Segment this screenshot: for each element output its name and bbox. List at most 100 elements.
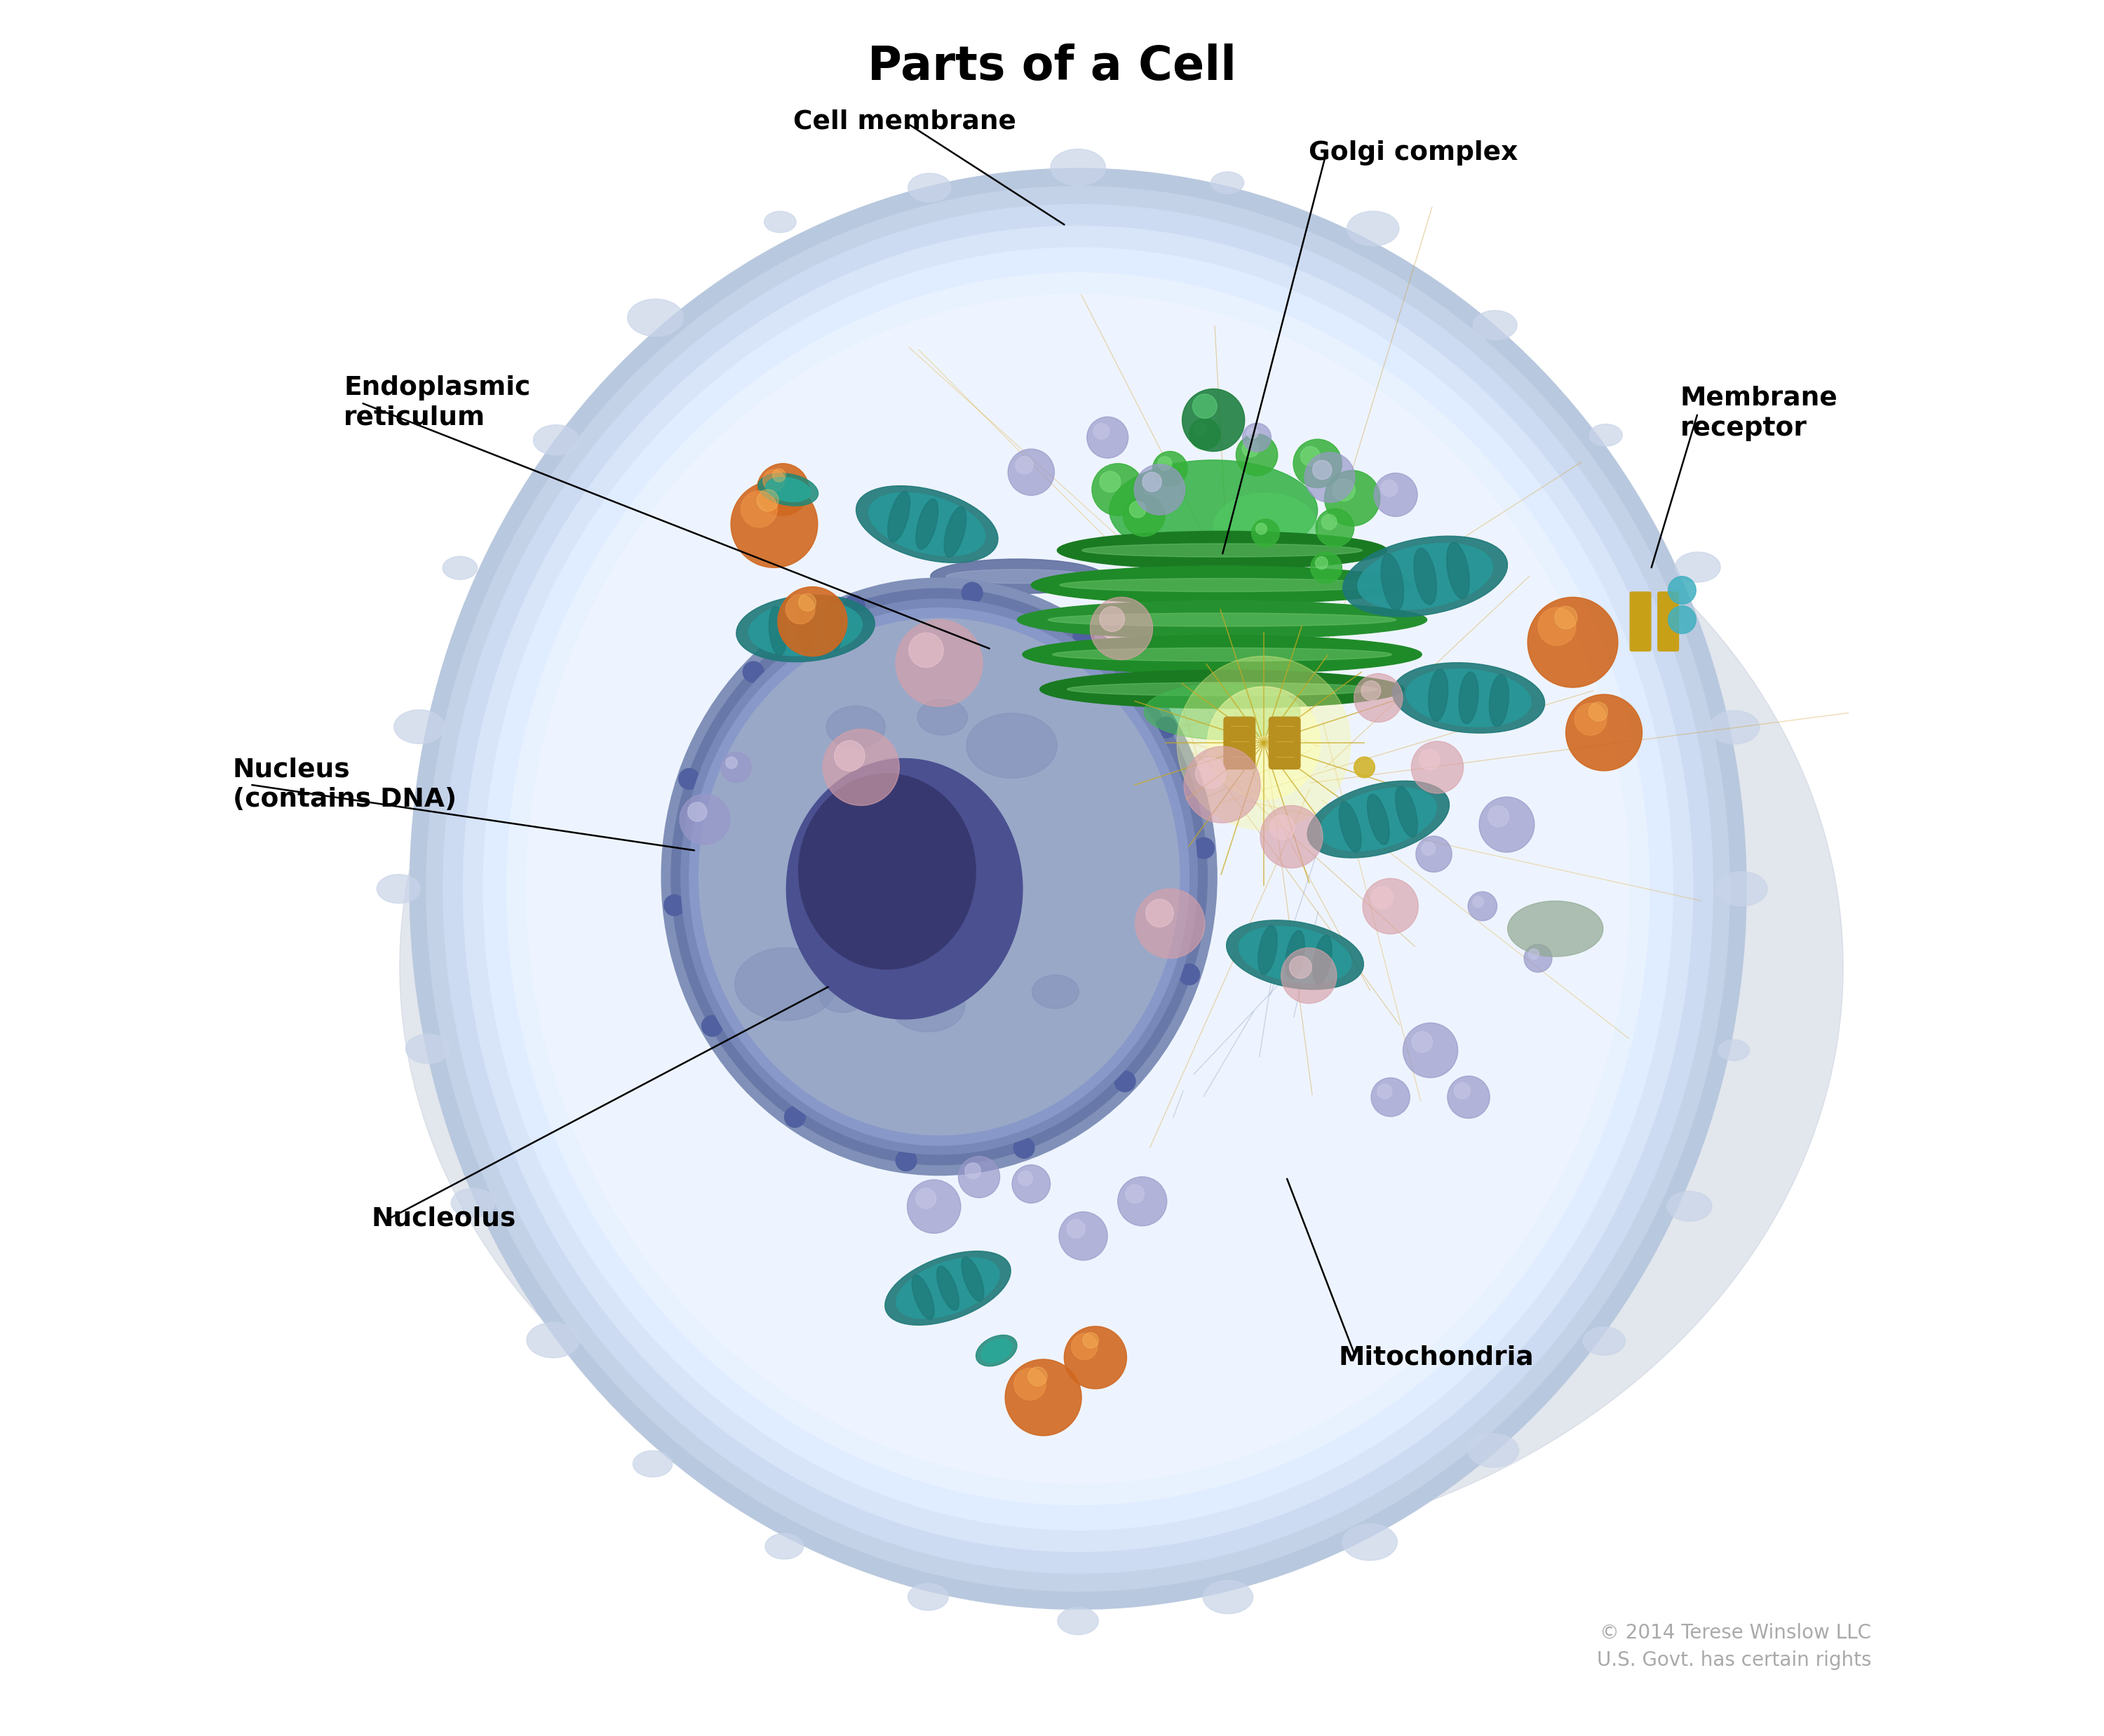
Circle shape (726, 757, 736, 769)
Ellipse shape (1490, 675, 1509, 726)
Ellipse shape (442, 556, 478, 580)
Circle shape (703, 1016, 722, 1036)
Circle shape (1178, 963, 1199, 984)
Circle shape (1256, 523, 1267, 535)
Circle shape (1073, 627, 1094, 648)
Ellipse shape (627, 299, 684, 337)
Circle shape (1380, 479, 1397, 496)
Circle shape (1469, 892, 1498, 920)
Ellipse shape (661, 578, 1216, 1175)
Circle shape (1315, 557, 1328, 569)
Ellipse shape (1031, 976, 1079, 1009)
FancyBboxPatch shape (1631, 592, 1652, 651)
Circle shape (1185, 746, 1260, 823)
Ellipse shape (943, 802, 1092, 837)
Ellipse shape (951, 667, 1084, 681)
Ellipse shape (1060, 578, 1384, 592)
Circle shape (1412, 741, 1464, 793)
Ellipse shape (869, 493, 985, 556)
Circle shape (1084, 1333, 1098, 1349)
Ellipse shape (1176, 656, 1351, 830)
Circle shape (1479, 797, 1534, 852)
Circle shape (1153, 451, 1187, 486)
Ellipse shape (953, 715, 1081, 729)
Circle shape (1321, 514, 1336, 529)
Ellipse shape (768, 606, 787, 656)
Ellipse shape (1048, 613, 1397, 627)
Text: Golgi complex: Golgi complex (1309, 141, 1519, 165)
Ellipse shape (856, 486, 997, 562)
Circle shape (844, 595, 865, 616)
Circle shape (909, 634, 943, 668)
Circle shape (896, 620, 983, 707)
Ellipse shape (1039, 670, 1403, 708)
Ellipse shape (1067, 682, 1376, 696)
Ellipse shape (936, 656, 1098, 691)
FancyBboxPatch shape (1269, 717, 1300, 769)
Ellipse shape (1018, 601, 1427, 639)
Ellipse shape (400, 377, 1843, 1557)
Circle shape (1136, 889, 1206, 958)
Circle shape (1071, 1333, 1098, 1359)
Ellipse shape (1109, 460, 1317, 561)
Text: Nucleolus: Nucleolus (372, 1207, 515, 1231)
Ellipse shape (766, 477, 810, 502)
Circle shape (1248, 427, 1258, 439)
Circle shape (1378, 1083, 1393, 1099)
Ellipse shape (1307, 781, 1450, 858)
Circle shape (1012, 1165, 1050, 1203)
Ellipse shape (909, 1583, 949, 1611)
Circle shape (835, 741, 865, 771)
Circle shape (1182, 389, 1246, 451)
Text: Nucleus
(contains DNA): Nucleus (contains DNA) (234, 757, 457, 812)
Ellipse shape (1405, 668, 1532, 727)
Ellipse shape (966, 713, 1056, 778)
Ellipse shape (797, 604, 814, 653)
Ellipse shape (930, 559, 1105, 594)
Ellipse shape (682, 599, 1197, 1154)
Circle shape (1528, 597, 1618, 687)
Circle shape (1126, 1184, 1145, 1203)
Ellipse shape (393, 710, 444, 743)
Circle shape (730, 481, 818, 568)
Circle shape (1067, 1219, 1086, 1238)
Circle shape (1523, 944, 1553, 972)
Ellipse shape (749, 601, 863, 656)
Ellipse shape (856, 930, 930, 984)
Ellipse shape (909, 174, 951, 201)
Ellipse shape (526, 295, 1628, 1483)
Circle shape (1235, 434, 1277, 476)
Circle shape (1155, 717, 1176, 738)
Circle shape (800, 594, 816, 611)
Ellipse shape (1357, 543, 1492, 609)
Ellipse shape (1414, 549, 1437, 604)
Circle shape (1195, 759, 1227, 788)
Ellipse shape (1675, 552, 1721, 582)
Ellipse shape (671, 589, 1208, 1165)
Ellipse shape (1319, 788, 1437, 851)
Ellipse shape (1368, 793, 1389, 845)
Text: Membrane
receptor: Membrane receptor (1681, 385, 1839, 441)
Circle shape (1326, 470, 1380, 526)
Circle shape (1372, 1078, 1410, 1116)
Ellipse shape (787, 759, 1023, 1019)
Circle shape (1372, 887, 1393, 910)
Circle shape (778, 587, 848, 656)
Ellipse shape (825, 601, 842, 651)
Ellipse shape (1286, 930, 1304, 979)
Circle shape (966, 1163, 980, 1179)
Ellipse shape (1338, 802, 1361, 852)
Ellipse shape (850, 929, 901, 965)
Ellipse shape (427, 186, 1729, 1592)
Circle shape (1100, 472, 1121, 493)
Ellipse shape (1145, 684, 1300, 740)
Circle shape (1448, 1076, 1490, 1118)
Ellipse shape (1258, 925, 1277, 974)
Circle shape (772, 469, 785, 483)
Circle shape (1454, 1083, 1471, 1099)
Ellipse shape (699, 618, 1180, 1135)
Ellipse shape (1509, 901, 1603, 957)
Circle shape (680, 793, 730, 845)
Circle shape (1115, 1071, 1136, 1092)
Ellipse shape (1582, 1326, 1624, 1356)
